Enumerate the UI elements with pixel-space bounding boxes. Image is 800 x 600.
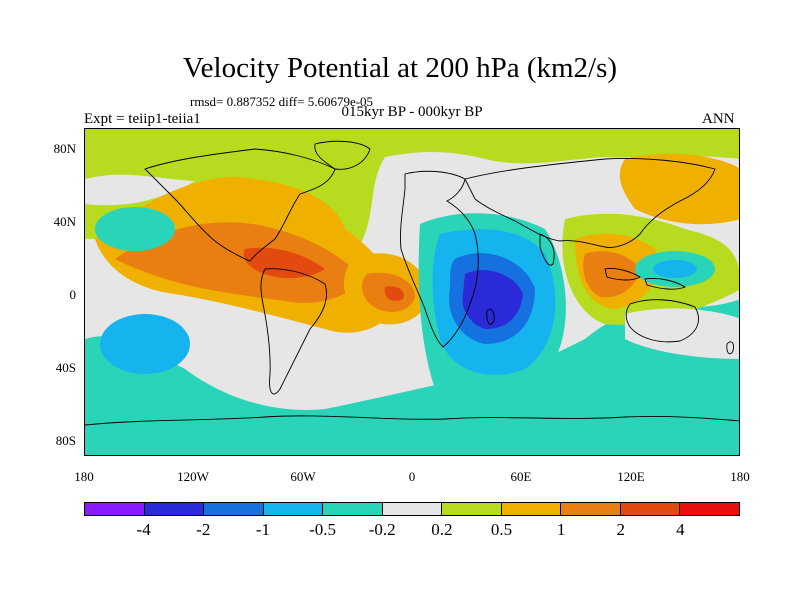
western-pacific-negative-core	[653, 260, 697, 278]
se-pacific-negative	[100, 314, 190, 374]
pacific-neutral-patch	[85, 174, 195, 206]
stats-string: rmsd= 0.887352 diff= 5.60679e-05	[190, 94, 374, 109]
colorbar-label: -1	[255, 520, 270, 539]
colorbar-label: 0.2	[431, 520, 453, 539]
lat-tick-label: 0	[69, 287, 77, 302]
colorbar-swatch	[561, 503, 621, 515]
season-label: ANN	[702, 111, 735, 127]
colorbar-label: -4	[136, 520, 151, 539]
ne-asia-positive	[619, 153, 739, 225]
coastlines	[85, 140, 739, 426]
contour-map	[84, 128, 740, 456]
lon-tick-label: 60E	[510, 469, 532, 484]
colorbar-swatch	[204, 503, 264, 515]
colorbar-swatch	[263, 503, 324, 515]
lat-tick-label: 80S	[55, 433, 76, 448]
indian-ocean-negative-core	[462, 270, 523, 329]
lon-tick-label: 60W	[290, 469, 316, 484]
maritime-positive-core	[583, 251, 640, 298]
colorbar-label: 1	[556, 520, 566, 539]
colorbar-label: 4	[676, 520, 685, 539]
colorbar-label: -2	[196, 520, 211, 539]
ne-pacific-negative	[95, 207, 175, 251]
subtitle: 015kyr BP - 000kyr BP	[341, 104, 483, 120]
colorbar-swatch	[144, 503, 205, 515]
colorbar-swatch	[680, 503, 740, 515]
americas-positive-inner	[115, 222, 365, 303]
lon-tick-label: 0	[408, 469, 416, 484]
colorbar-swatch	[323, 503, 383, 515]
lat-tick-label: 80N	[53, 141, 76, 156]
experiment-label: Expt = teiip1-teiia1	[84, 111, 201, 127]
colorbar-swatch	[620, 503, 681, 515]
colorbar-label: -0.5	[309, 520, 336, 539]
eurasia-neutral-patch	[443, 167, 555, 204]
colorbar-swatch	[442, 503, 502, 515]
lon-tick-label: 120W	[177, 469, 209, 484]
colorbar-swatch	[85, 503, 145, 515]
map-canvas	[85, 129, 739, 455]
colorbar-label: -0.2	[368, 520, 396, 539]
page-title: Velocity Potential at 200 hPa (km2/s)	[182, 52, 618, 84]
lon-tick-label: 120E	[617, 469, 645, 484]
colorbar-swatch	[382, 503, 443, 515]
lon-tick-label: 180	[74, 469, 94, 484]
colorbar-label: 2	[616, 520, 625, 539]
colorbar	[84, 502, 740, 516]
lon-tick-label: 180	[730, 469, 750, 484]
atlantic-positive-core	[384, 286, 404, 301]
lat-tick-label: 40N	[53, 214, 76, 229]
australia-neutral-patch	[625, 308, 739, 359]
colorbar-swatch	[501, 503, 562, 515]
lat-tick-label: 40S	[55, 360, 76, 375]
colorbar-label: 0.5	[490, 520, 513, 539]
